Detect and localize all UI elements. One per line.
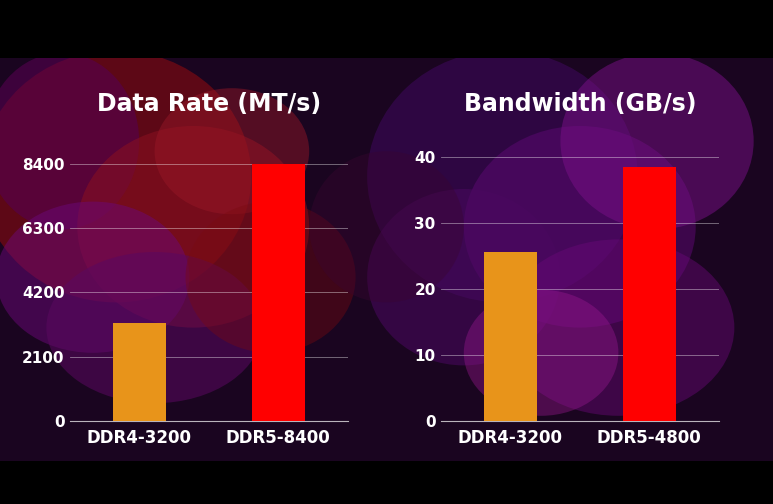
Bar bbox=[113, 323, 165, 421]
Bar bbox=[252, 164, 305, 421]
Bar bbox=[623, 167, 676, 421]
Title: Data Rate (MT/s): Data Rate (MT/s) bbox=[97, 92, 321, 116]
Title: Bandwidth (GB/s): Bandwidth (GB/s) bbox=[464, 92, 696, 116]
Bar bbox=[484, 252, 536, 421]
